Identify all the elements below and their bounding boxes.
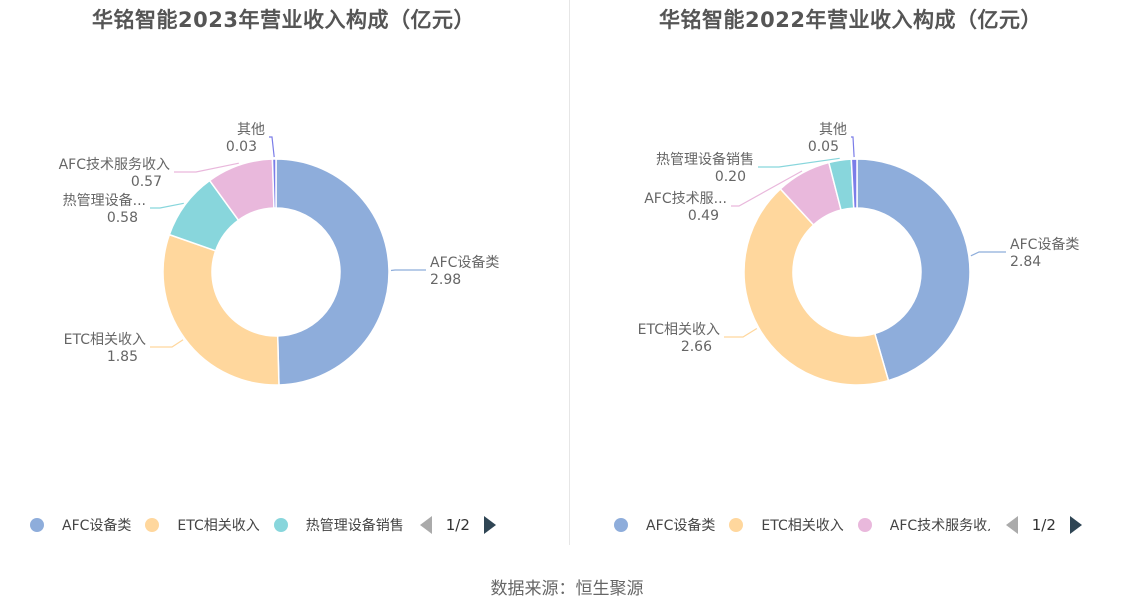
slice-label-3: 热管理设备销售 [656, 151, 754, 168]
slice-value-3: 0.20 [715, 169, 746, 185]
slice-label-4: 其他 [237, 122, 265, 138]
leader-line-3 [758, 157, 840, 168]
slice-value-1: 1.85 [107, 349, 138, 365]
prev-page-arrow-icon[interactable] [419, 516, 432, 534]
leader-line-2 [150, 202, 184, 209]
legend-page-indicator: 1/2 [1031, 516, 1056, 534]
legend-label: AFC技术服务收入 [889, 518, 990, 534]
slice-label-2: 热管理设备... [63, 192, 146, 209]
legend-label: ETC相关收入 [761, 518, 844, 534]
donut-slice-1 [162, 233, 280, 386]
legend-item-etc-revenue[interactable]: ETC相关收入 [729, 515, 844, 535]
next-page-arrow-icon[interactable] [483, 516, 496, 534]
legend-marker [30, 518, 44, 532]
legend-label: 热管理设备销售 [305, 518, 404, 534]
leader-line-2 [731, 170, 803, 207]
slice-value-4: 0.05 [808, 139, 839, 155]
legend-marker [729, 518, 744, 532]
slice-label-1: ETC相关收入 [64, 332, 146, 348]
donut-slice-0 [856, 158, 971, 382]
leader-line-4 [269, 136, 275, 158]
slice-value-4: 0.03 [226, 139, 257, 155]
slice-value-0: 2.98 [430, 272, 461, 288]
legend-marker [273, 518, 288, 532]
legend-2022: AFC设备类 ETC相关收入 AFC技术服务收入 1/2 [614, 512, 1082, 538]
leader-line-1 [150, 339, 184, 348]
legend-item-afc-equipment[interactable]: AFC设备类 [30, 515, 131, 535]
chart-panel-2023: 华铭智能2023年营业收入构成（亿元） AFC设备类 2.98 ETC相关收入 1.8… [0, 0, 567, 545]
slice-label-3: AFC技术服务收入 [59, 157, 170, 173]
donut-slice-1 [743, 187, 890, 386]
leader-line-3 [174, 162, 239, 173]
chart-title-2023: 华铭智能2023年营业收入构成（亿元） [92, 8, 475, 32]
panel-divider [569, 0, 570, 545]
prev-page-arrow-icon[interactable] [1005, 516, 1018, 534]
chart-title-2022: 华铭智能2022年营业收入构成（亿元） [659, 8, 1042, 32]
leader-line-1 [724, 327, 758, 338]
slice-label-4: 其他 [819, 122, 847, 138]
legend-marker [614, 518, 628, 532]
legend-label: AFC设备类 [62, 518, 132, 534]
donut-slice-0 [275, 158, 390, 386]
donut-slice-4 [271, 158, 277, 209]
legend-pager: 1/2 [419, 516, 496, 534]
next-page-arrow-icon[interactable] [1069, 516, 1082, 534]
donut-slice-4 [850, 158, 858, 209]
legend-2023: AFC设备类 ETC相关收入 热管理设备销售 1/2 [30, 512, 496, 538]
slice-value-2: 0.58 [107, 210, 138, 226]
chart-panel-2022: 华铭智能2022年营业收入构成（亿元） AFC设备类 2.84 ETC相关收入 2.6… [567, 0, 1134, 545]
slice-label-0: AFC设备类 [430, 254, 499, 271]
legend-page-indicator: 1/2 [445, 516, 470, 534]
legend-item-etc-revenue[interactable]: ETC相关收入 [145, 515, 260, 535]
slice-label-2: AFC技术服... [644, 191, 727, 207]
legend-marker [145, 518, 160, 532]
slice-value-2: 0.49 [688, 208, 719, 224]
legend-item-afc-equipment[interactable]: AFC设备类 [614, 515, 715, 535]
slice-value-0: 2.84 [1010, 254, 1041, 270]
legend-item-afc-tech-service[interactable]: AFC技术服务收入 [857, 515, 990, 535]
slice-label-0: AFC设备类 [1010, 236, 1079, 253]
slice-label-1: ETC相关收入 [638, 322, 720, 338]
slice-value-1: 2.66 [681, 339, 712, 355]
legend-item-thermal-equipment[interactable]: 热管理设备销售 [273, 515, 404, 535]
leader-line-4 [851, 136, 855, 158]
slice-value-3: 0.57 [131, 174, 162, 190]
legend-marker [857, 518, 872, 532]
legend-label: ETC相关收入 [177, 518, 260, 534]
data-source-note: 数据来源：恒生聚源 [490, 579, 644, 599]
leader-line-0 [970, 251, 1006, 257]
legend-label: AFC设备类 [646, 518, 716, 534]
legend-pager: 1/2 [1005, 516, 1082, 534]
